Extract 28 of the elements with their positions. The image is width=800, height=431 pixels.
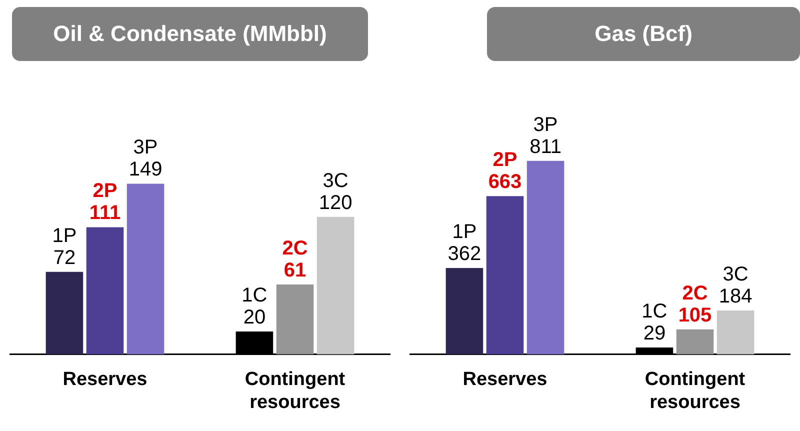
bar — [676, 329, 714, 354]
bar — [276, 284, 314, 354]
chart-title: Gas (Bcf) — [487, 7, 800, 61]
bar — [486, 196, 524, 354]
data-label: 2P 111 — [89, 180, 121, 224]
data-label: 1P 72 — [52, 224, 77, 269]
data-label: 2P 663 — [488, 149, 522, 194]
data-label: 3P 811 — [530, 114, 562, 158]
x-tick-label: Contingent resources — [244, 369, 346, 413]
bar — [446, 268, 484, 354]
data-label: 1P 362 — [448, 221, 482, 266]
x-tick-label: Reserves — [62, 369, 148, 390]
data-label: 3C 184 — [718, 263, 752, 308]
x-tick-label: Reserves — [462, 369, 548, 390]
x-tick-label: Contingent resources — [644, 369, 746, 413]
bar — [46, 272, 84, 354]
bar — [316, 216, 354, 354]
data-label: 2C 105 — [678, 282, 712, 326]
chart-title: Oil & Condensate (MMbbl) — [12, 7, 368, 61]
bar — [716, 310, 754, 354]
bar — [526, 160, 564, 354]
data-label: 1C 20 — [242, 284, 268, 328]
bar — [86, 227, 124, 354]
bar — [126, 184, 164, 354]
data-label: 3P 149 — [128, 136, 162, 181]
data-label: 3C 120 — [318, 170, 352, 214]
data-label: 1C 29 — [642, 300, 668, 344]
data-label: 2C 61 — [282, 238, 308, 282]
